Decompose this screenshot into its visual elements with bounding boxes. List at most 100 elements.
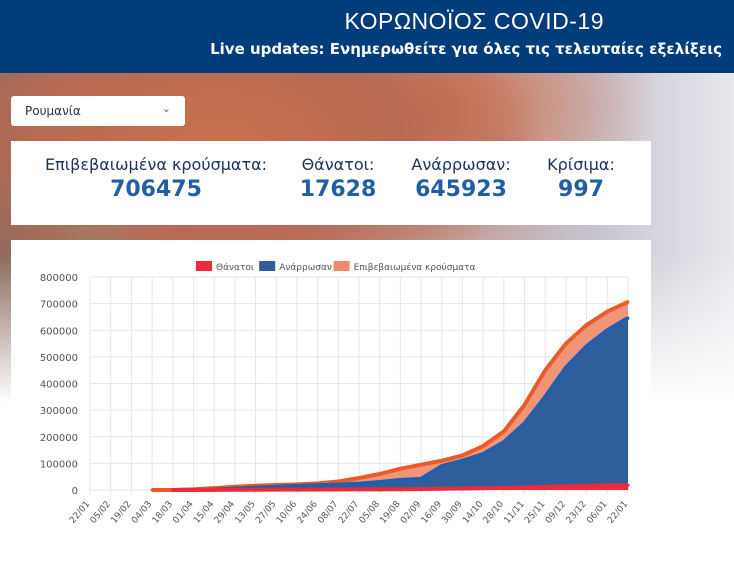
x-tick-label: 22/01 [68, 500, 92, 526]
y-tick-label: 200000 [40, 433, 78, 444]
x-tick-label: 30/09 [440, 499, 465, 526]
stat-value: 645923 [415, 177, 507, 202]
legend-swatch [196, 261, 212, 271]
x-tick-label: 22/01 [606, 500, 630, 526]
data-point [378, 472, 382, 476]
x-tick-label: 09/12 [544, 500, 568, 526]
data-point [150, 488, 154, 492]
data-point [378, 480, 382, 484]
data-point [481, 452, 485, 456]
y-tick-label: 100000 [40, 459, 78, 470]
stat-label: Θάνατοι: [301, 155, 375, 174]
data-point [502, 486, 506, 490]
chart-panel: 0 100000 200000 300000 400000 500000 600000 700… [11, 240, 651, 560]
data-point [212, 488, 216, 492]
data-point [274, 485, 278, 489]
stat-value: 706475 [110, 177, 202, 202]
y-tick-label: 700000 [40, 300, 78, 311]
x-tick-label: 19/08 [378, 499, 403, 526]
x-tick-label: 14/10 [461, 499, 486, 526]
y-tick-label: 400000 [40, 380, 78, 391]
data-point [274, 488, 278, 492]
country-select-value: Ρουμανία [25, 104, 81, 118]
data-point [460, 487, 464, 491]
data-point [564, 366, 568, 370]
covid-chart: 0 100000 200000 300000 400000 500000 600000 700… [40, 261, 630, 526]
header: ΚΟΡΩΝΟΪΟΣ COVID-19 Live updates: Ενημερω… [0, 0, 734, 73]
legend-swatch [259, 261, 276, 271]
x-tick-label: 05/02 [89, 500, 113, 526]
data-point [440, 464, 444, 468]
data-point [419, 487, 423, 491]
data-point [295, 488, 299, 492]
stat-label: Ανάρρωσαν: [411, 155, 511, 174]
data-point [336, 483, 340, 487]
data-point [357, 476, 361, 480]
stat-label: Κρίσιμα: [547, 155, 615, 174]
data-point [316, 488, 320, 492]
stat-recovered: Ανάρρωσαν: 645923 [401, 155, 521, 202]
legend-label: Ανάρρωσαν [279, 263, 332, 273]
data-point [398, 487, 402, 491]
x-tick-label: 02/09 [399, 499, 424, 526]
x-tick-label: 05/08 [358, 499, 383, 526]
x-tick-label: 04/03 [130, 500, 154, 526]
data-point [398, 478, 402, 482]
x-tick-label: 28/10 [482, 499, 507, 526]
stat-value: 997 [558, 177, 604, 202]
data-point [564, 342, 568, 346]
data-point [171, 488, 175, 492]
country-select[interactable]: Ρουμανία ⌄ [11, 96, 185, 126]
y-tick-label: 500000 [40, 353, 78, 364]
data-point [481, 486, 485, 490]
data-point [523, 403, 527, 407]
x-tick-label: 06/01 [585, 500, 609, 526]
y-tick-label: 300000 [40, 406, 78, 417]
x-tick-label: 24/06 [296, 499, 321, 526]
x-tick-label: 18/03 [151, 500, 175, 526]
data-point [440, 487, 444, 491]
data-point [585, 323, 589, 327]
data-point [316, 483, 320, 487]
chevron-down-icon: ⌄ [161, 102, 171, 115]
x-tick-label: 25/11 [523, 500, 547, 526]
stats-panel: Επιβεβαιωμένα κρούσματα: 706475 Θάνατοι:… [11, 141, 651, 225]
stat-label: Επιβεβαιωμένα κρούσματα: [44, 155, 268, 174]
data-point [336, 479, 340, 483]
data-point [254, 488, 258, 492]
x-tick-label: 19/02 [109, 500, 133, 526]
y-tick-label: 800000 [40, 273, 78, 284]
data-point [357, 482, 361, 486]
data-point [398, 467, 402, 471]
data-point [585, 484, 589, 488]
data-point [481, 444, 485, 448]
data-point [605, 328, 609, 332]
series-area [172, 318, 628, 490]
stat-deaths: Θάνατοι: 17628 [283, 155, 393, 202]
data-point [523, 485, 527, 489]
data-point [233, 488, 237, 492]
y-tick-label: 0 [72, 486, 78, 497]
legend-swatch [333, 261, 350, 271]
data-point [191, 488, 195, 492]
x-tick-label: 29/04 [213, 499, 238, 526]
x-tick-label: 10/06 [275, 499, 300, 526]
data-point [543, 395, 547, 399]
data-point [419, 463, 423, 467]
data-point [440, 459, 444, 463]
page-title: ΚΟΡΩΝΟΪΟΣ COVID-19 [344, 8, 604, 34]
x-tick-label: 13/05 [234, 500, 258, 526]
data-point [543, 368, 547, 372]
data-point [626, 483, 630, 487]
stat-confirmed: Επιβεβαιωμένα κρούσματα: 706475 [41, 155, 271, 202]
x-tick-label: 11/11 [503, 500, 527, 526]
data-point [564, 484, 568, 488]
x-tick-label: 23/12 [565, 500, 589, 526]
x-tick-label: 27/05 [254, 500, 278, 526]
data-point [543, 485, 547, 489]
data-point [502, 429, 506, 433]
x-tick-label: 22/07 [337, 500, 361, 526]
data-point [357, 487, 361, 491]
legend-label: Θάνατοι [216, 263, 254, 273]
x-tick-label: 16/09 [420, 499, 445, 526]
